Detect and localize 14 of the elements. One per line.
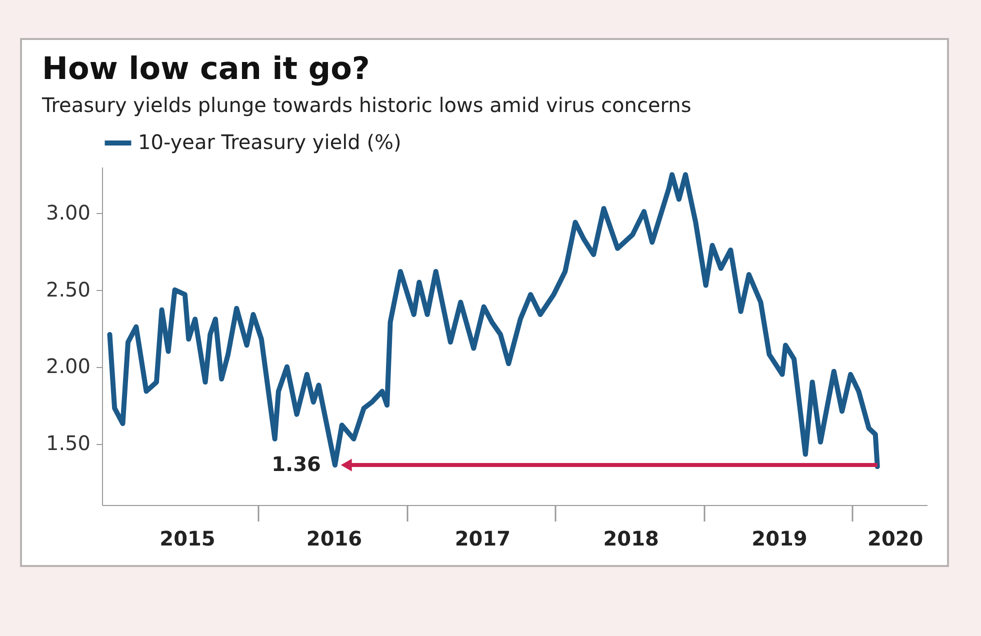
y-tick-label: 3.00 [46, 200, 90, 225]
chart-subtitle: Treasury yields plunge towards historic lows amid virus concerns [41, 93, 692, 117]
y-tick-label: 1.50 [46, 431, 90, 456]
x-tick-label: 2020 [868, 526, 924, 550]
y-tick-label: 2.50 [46, 277, 90, 302]
x-tick-label: 2019 [752, 526, 808, 550]
chart-title: How low can it go? [42, 51, 370, 87]
annotation: 1.36 [272, 452, 321, 476]
x-tick-label: 2016 [306, 526, 362, 550]
x-tick-label: 2017 [454, 526, 511, 550]
legend-label: 10-year Treasury yield (%) [138, 130, 402, 154]
x-tick-label: 2018 [603, 526, 659, 550]
x-tick-label: 2015 [160, 526, 216, 550]
y-tick-label: 2.00 [46, 354, 90, 378]
